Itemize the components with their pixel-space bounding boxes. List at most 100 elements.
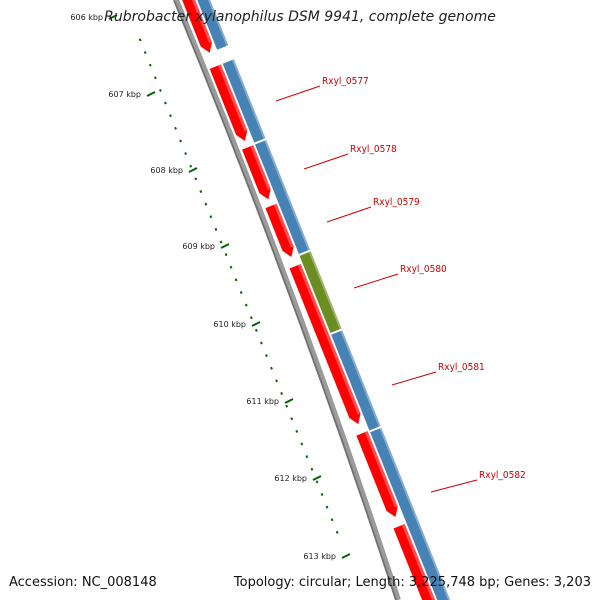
tick-label: 608 kbp bbox=[150, 166, 183, 175]
cds-arrow-shine bbox=[250, 145, 271, 190]
minor-tick bbox=[270, 366, 273, 370]
cds-arrow bbox=[209, 64, 248, 141]
gene-label: Rxyl_0582 bbox=[479, 470, 526, 481]
minor-tick bbox=[249, 316, 253, 320]
minor-tick bbox=[184, 152, 188, 156]
cds-arrow-shine bbox=[191, 0, 212, 44]
backbone-shadow bbox=[173, 0, 397, 600]
gene-label-leader bbox=[303, 153, 349, 170]
gene-block bbox=[197, 0, 229, 50]
minor-tick bbox=[335, 530, 339, 534]
minor-tick bbox=[179, 139, 182, 143]
minor-tick bbox=[204, 202, 208, 206]
minor-tick bbox=[290, 417, 294, 421]
gene-block-shine bbox=[340, 330, 381, 427]
minor-tick bbox=[219, 240, 223, 244]
minor-tick bbox=[209, 215, 213, 219]
gene-label: Rxyl_0579 bbox=[373, 197, 420, 208]
minor-tick bbox=[224, 253, 228, 257]
minor-tick bbox=[285, 404, 289, 408]
gene-block bbox=[255, 140, 310, 255]
scale-ticks: 606 kbp 607 kbp 608 kbp 609 kbp 610 kbp 611 k… bbox=[70, 13, 351, 561]
gene-label-leader bbox=[391, 371, 437, 386]
minor-tick bbox=[305, 455, 309, 459]
major-tick bbox=[312, 475, 322, 481]
minor-tick bbox=[234, 278, 238, 282]
major-tick bbox=[251, 321, 261, 327]
minor-tick bbox=[164, 101, 167, 105]
major-tick bbox=[108, 14, 118, 20]
minor-tick bbox=[320, 493, 324, 496]
minor-tick bbox=[295, 429, 299, 433]
accession-text: Accession: NC_008148 bbox=[9, 575, 157, 590]
backbone bbox=[173, 0, 401, 600]
cds-arrow-shine bbox=[273, 203, 294, 248]
minor-tick bbox=[275, 379, 278, 383]
tick-label: 606 kbp bbox=[70, 13, 103, 22]
gene-label: Rxyl_0581 bbox=[438, 362, 485, 373]
gene-block-shine bbox=[208, 0, 229, 47]
minor-tick bbox=[280, 392, 283, 395]
tick-label: 610 kbp bbox=[213, 320, 246, 329]
gene-block bbox=[331, 330, 381, 431]
cds-arrow bbox=[242, 145, 271, 200]
gene-block-shine bbox=[264, 140, 310, 251]
minor-tick bbox=[143, 51, 147, 55]
gene-label: Rxyl_0580 bbox=[400, 264, 447, 275]
gene-label-leader bbox=[275, 85, 321, 102]
minor-tick bbox=[244, 303, 248, 307]
cds-arrow bbox=[265, 203, 294, 258]
minor-tick bbox=[315, 480, 319, 484]
minor-tick bbox=[159, 88, 162, 92]
minor-tick bbox=[189, 164, 193, 168]
tick-label: 609 kbp bbox=[182, 242, 215, 251]
tick-label: 611 kbp bbox=[246, 397, 279, 406]
gene-label-leader bbox=[326, 206, 372, 223]
genome-title: Rubrobacter xylanophilus DSM 9941, compl… bbox=[104, 9, 496, 25]
cds-arrow bbox=[182, 0, 212, 53]
major-tick bbox=[146, 91, 156, 97]
minor-tick bbox=[265, 354, 268, 358]
minor-tick bbox=[239, 290, 243, 294]
gene-block-shine bbox=[379, 427, 451, 600]
gene-labels: Rxyl_0577 Rxyl_0578 Rxyl_0579 Rxyl_0580 Rxyl… bbox=[275, 76, 526, 493]
minor-tick bbox=[300, 442, 304, 446]
minor-tick bbox=[148, 63, 152, 67]
cds-arrow-shine bbox=[401, 524, 435, 600]
cds-arrow-shine bbox=[297, 264, 361, 415]
major-tick bbox=[341, 553, 351, 559]
cds-arrow-shine bbox=[218, 64, 248, 132]
major-tick bbox=[220, 243, 230, 249]
minor-tick bbox=[174, 126, 177, 130]
gene-label-leader bbox=[353, 273, 399, 289]
gene-block-shine bbox=[308, 251, 342, 330]
cds-arrow bbox=[356, 431, 398, 517]
feature-tracks bbox=[182, 0, 451, 600]
minor-tick bbox=[194, 177, 198, 181]
tick-label: 607 kbp bbox=[108, 90, 141, 99]
tick-label: 613 kbp bbox=[303, 552, 336, 561]
genome-summary: Topology: circular; Length: 3,225,748 bp… bbox=[233, 575, 591, 590]
gene-block bbox=[222, 59, 266, 143]
minor-tick bbox=[260, 341, 263, 345]
minor-tick bbox=[169, 114, 172, 118]
gene-block bbox=[370, 427, 451, 600]
gene-label-leader bbox=[430, 479, 478, 493]
cds-arrow-shine bbox=[364, 431, 398, 508]
minor-tick bbox=[199, 189, 203, 193]
backbone-line bbox=[173, 0, 401, 600]
minor-tick bbox=[325, 505, 329, 509]
minor-tick bbox=[138, 38, 142, 42]
minor-tick bbox=[330, 518, 334, 522]
gene-block-highlight bbox=[299, 251, 342, 333]
major-tick bbox=[188, 167, 198, 173]
minor-tick bbox=[254, 328, 258, 332]
minor-tick bbox=[310, 467, 314, 471]
gene-label: Rxyl_0578 bbox=[350, 144, 397, 155]
cds-arrow bbox=[289, 264, 361, 425]
tick-label: 612 kbp bbox=[274, 474, 307, 483]
minor-tick bbox=[229, 265, 233, 269]
gene-label: Rxyl_0577 bbox=[322, 76, 369, 87]
minor-tick bbox=[153, 76, 157, 80]
